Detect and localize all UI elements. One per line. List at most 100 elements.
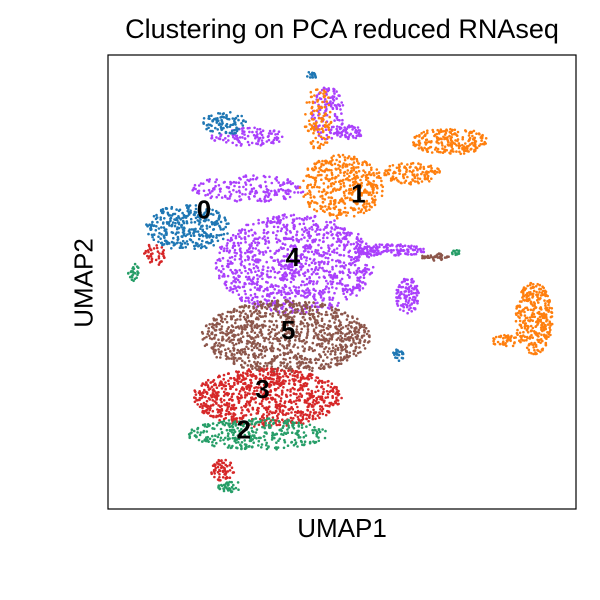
cell-point-cluster-5 (229, 315, 233, 318)
cell-point-cluster-1 (318, 186, 321, 189)
cell-point-cluster-5 (217, 313, 220, 317)
cell-point-cluster-1 (481, 133, 484, 137)
cell-point-cluster-4 (249, 183, 253, 187)
cell-point-cluster-1 (351, 198, 354, 202)
cell-point-cluster-5 (310, 369, 314, 373)
cell-point-cluster-4 (210, 136, 214, 140)
cell-point-cluster-4 (303, 226, 307, 229)
cell-point-cluster-5 (215, 325, 218, 328)
cell-point-cluster-1 (327, 196, 331, 199)
cell-point-cluster-1 (550, 310, 553, 314)
cell-point-cluster-5 (334, 325, 337, 329)
cell-point-cluster-4 (199, 182, 203, 185)
cell-point-cluster-1 (327, 123, 331, 126)
cell-point-cluster-5 (292, 356, 296, 359)
cell-point-cluster-4 (243, 228, 247, 232)
cell-point-cluster-4 (344, 284, 347, 288)
cell-point-cluster-4 (312, 259, 316, 262)
cell-point-cluster-3 (227, 382, 231, 386)
cell-point-cluster-5 (353, 332, 357, 335)
cell-point-cluster-1 (307, 173, 310, 177)
cell-point-cluster-4 (359, 250, 363, 254)
cell-point-cluster-5 (223, 317, 227, 321)
cell-point-cluster-1 (316, 185, 319, 189)
cell-point-cluster-5 (245, 342, 249, 345)
cell-point-cluster-5 (348, 321, 352, 324)
cell-point-cluster-5 (367, 329, 370, 333)
cell-point-cluster-1 (316, 128, 319, 132)
cell-point-cluster-4 (410, 302, 414, 305)
cell-point-cluster-1 (365, 161, 368, 165)
cell-point-cluster-1 (436, 147, 440, 151)
cell-point-cluster-4 (386, 243, 390, 246)
cell-point-cluster-4 (407, 299, 411, 302)
cell-point-cluster-4 (354, 246, 358, 249)
cell-point-cluster-1 (313, 208, 316, 211)
cell-point-cluster-5 (221, 335, 224, 339)
cell-point-cluster-1 (319, 168, 323, 172)
cell-point-cluster-1 (449, 127, 452, 131)
cell-point-cluster-5 (334, 331, 338, 335)
cell-point-cluster-0 (216, 239, 220, 243)
cell-point-cluster-4 (358, 288, 362, 292)
cell-point-cluster-1 (338, 160, 342, 163)
cell-point-cluster-4 (305, 218, 309, 221)
cell-point-cluster-1 (536, 295, 539, 299)
cell-point-cluster-1 (327, 126, 331, 129)
cell-point-cluster-4 (338, 271, 342, 274)
cell-point-cluster-0 (209, 212, 213, 216)
cell-point-cluster-0 (170, 205, 174, 209)
cell-point-cluster-4 (355, 269, 359, 273)
x-axis-label: UMAP1 (297, 513, 387, 543)
cell-point-cluster-1 (348, 198, 352, 202)
cell-point-cluster-4 (289, 180, 292, 183)
cell-point-cluster-4 (301, 190, 305, 194)
cell-point-cluster-4 (407, 244, 410, 248)
cell-point-cluster-4 (285, 216, 288, 219)
cell-point-cluster-4 (218, 251, 221, 255)
cell-point-cluster-0 (205, 227, 209, 230)
cell-point-cluster-1 (314, 181, 317, 184)
cell-point-cluster-4 (247, 250, 251, 254)
cell-point-cluster-1 (358, 197, 362, 201)
cell-point-cluster-5 (260, 306, 264, 310)
cell-point-cluster-4 (267, 189, 270, 192)
cell-point-cluster-5 (301, 345, 305, 348)
cell-point-cluster-4 (314, 230, 317, 233)
cell-point-cluster-4 (261, 295, 264, 298)
cell-point-cluster-5 (303, 324, 306, 328)
cell-point-cluster-4 (277, 285, 280, 288)
cell-point-cluster-0 (244, 120, 247, 123)
cell-point-cluster-5 (250, 312, 254, 316)
cell-point-cluster-4 (275, 176, 279, 179)
cell-point-cluster-4 (243, 289, 247, 293)
cell-point-cluster-4 (294, 268, 298, 271)
cell-point-cluster-4 (231, 270, 234, 274)
cell-point-cluster-0 (231, 123, 235, 126)
cell-point-cluster-5 (232, 349, 236, 352)
cell-point-cluster-5 (436, 255, 439, 259)
cell-point-cluster-1 (468, 143, 472, 146)
cell-point-cluster-0 (212, 213, 215, 216)
cell-point-cluster-4 (333, 119, 336, 122)
cell-point-cluster-1 (314, 162, 318, 166)
cell-point-cluster-5 (296, 310, 299, 314)
cell-point-cluster-1 (539, 297, 542, 300)
cell-point-cluster-5 (241, 335, 245, 339)
cell-point-cluster-1 (307, 129, 310, 133)
cell-point-cluster-1 (526, 324, 529, 328)
cell-point-cluster-4 (314, 266, 318, 269)
cell-point-cluster-4 (253, 237, 257, 240)
cell-point-cluster-1 (332, 213, 335, 216)
cell-point-cluster-4 (279, 260, 283, 263)
cell-point-cluster-0 (163, 229, 166, 232)
cell-point-cluster-4 (336, 237, 340, 241)
cell-point-cluster-5 (282, 361, 286, 364)
cell-point-cluster-4 (306, 268, 310, 272)
cell-point-cluster-1 (464, 129, 467, 132)
cell-point-cluster-5 (349, 336, 352, 340)
cell-point-cluster-5 (339, 323, 343, 327)
cell-point-cluster-4 (291, 277, 295, 280)
cell-point-cluster-1 (405, 170, 408, 173)
cell-point-cluster-4 (280, 289, 283, 293)
